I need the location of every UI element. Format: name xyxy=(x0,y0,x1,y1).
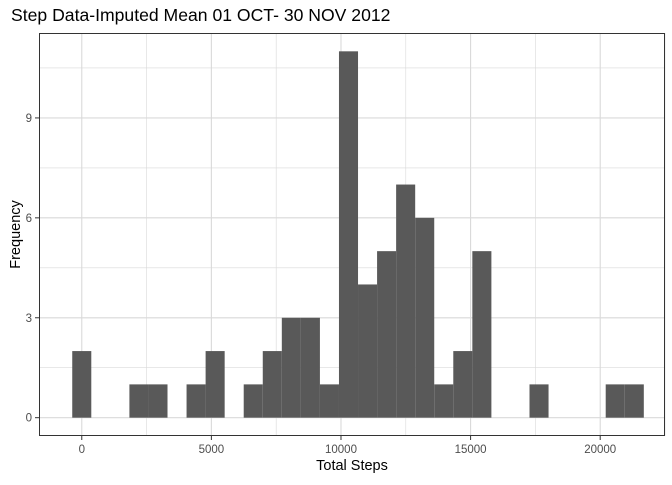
y-axis-title: Frequency xyxy=(8,200,24,269)
y-tick-label: 3 xyxy=(26,313,32,325)
y-tick-label: 6 xyxy=(26,213,32,225)
histogram-bar xyxy=(205,351,225,418)
histogram-bar xyxy=(472,251,492,418)
histogram-bar xyxy=(453,351,473,418)
histogram-bar xyxy=(396,184,416,418)
histogram-bar xyxy=(434,384,454,418)
x-tick-label: 20000 xyxy=(584,444,616,456)
histogram-bar xyxy=(415,217,435,418)
chart-title: Step Data-Imputed Mean 01 OCT- 30 NOV 20… xyxy=(11,5,391,25)
histogram-bar xyxy=(624,384,644,418)
histogram-bar xyxy=(300,317,320,418)
histogram-bar xyxy=(148,384,168,418)
histogram-bar xyxy=(243,384,263,418)
histogram-bar xyxy=(262,351,282,418)
histogram-bar xyxy=(281,317,301,418)
histogram-bar xyxy=(377,251,397,418)
y-tick-label: 0 xyxy=(26,413,32,425)
histogram-bar xyxy=(319,384,339,418)
histogram-bar xyxy=(529,384,549,418)
histogram-bar xyxy=(129,384,149,418)
x-tick-label: 10000 xyxy=(325,444,357,456)
x-tick-label: 5000 xyxy=(199,444,225,456)
x-tick-label: 0 xyxy=(79,444,85,456)
histogram-bar xyxy=(72,351,92,418)
x-tick-label: 15000 xyxy=(455,444,487,456)
plot-panel-border xyxy=(39,33,665,436)
y-tick-label: 9 xyxy=(26,113,32,125)
histogram-bar xyxy=(358,284,378,418)
histogram-bar xyxy=(338,51,359,418)
histogram-bar xyxy=(186,384,206,418)
x-axis-title: Total Steps xyxy=(316,458,388,474)
histogram-bar xyxy=(605,384,625,418)
